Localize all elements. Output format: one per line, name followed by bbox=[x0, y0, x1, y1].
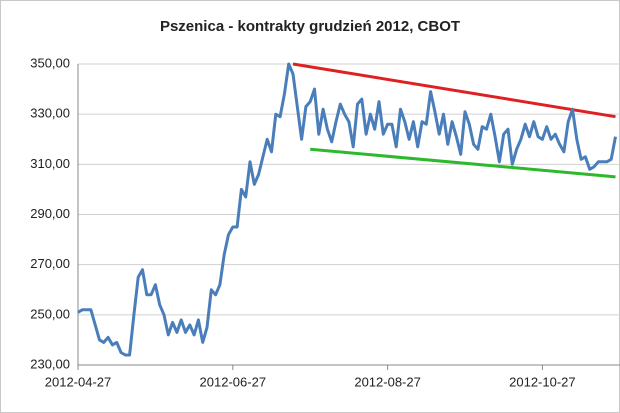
y-tick-label: 350,00 bbox=[30, 55, 70, 70]
y-tick-label: 310,00 bbox=[30, 156, 70, 171]
y-tick-label: 230,00 bbox=[30, 356, 70, 371]
x-tick-label: 2012-08-27 bbox=[354, 374, 421, 389]
trend-line bbox=[310, 147, 616, 179]
y-tick-label: 330,00 bbox=[30, 106, 70, 121]
chart-title: Pszenica - kontrakty grudzień 2012, CBOT bbox=[160, 18, 460, 35]
x-tick-label: 2012-10-27 bbox=[509, 374, 576, 389]
y-tick-label: 250,00 bbox=[30, 306, 70, 321]
price-line bbox=[77, 62, 617, 357]
x-tick-label: 2012-04-27 bbox=[45, 374, 112, 389]
y-tick-label: 270,00 bbox=[30, 256, 70, 271]
y-tick-label: 290,00 bbox=[30, 206, 70, 221]
trend-line bbox=[292, 62, 616, 119]
x-tick-label: 2012-06-27 bbox=[200, 374, 267, 389]
